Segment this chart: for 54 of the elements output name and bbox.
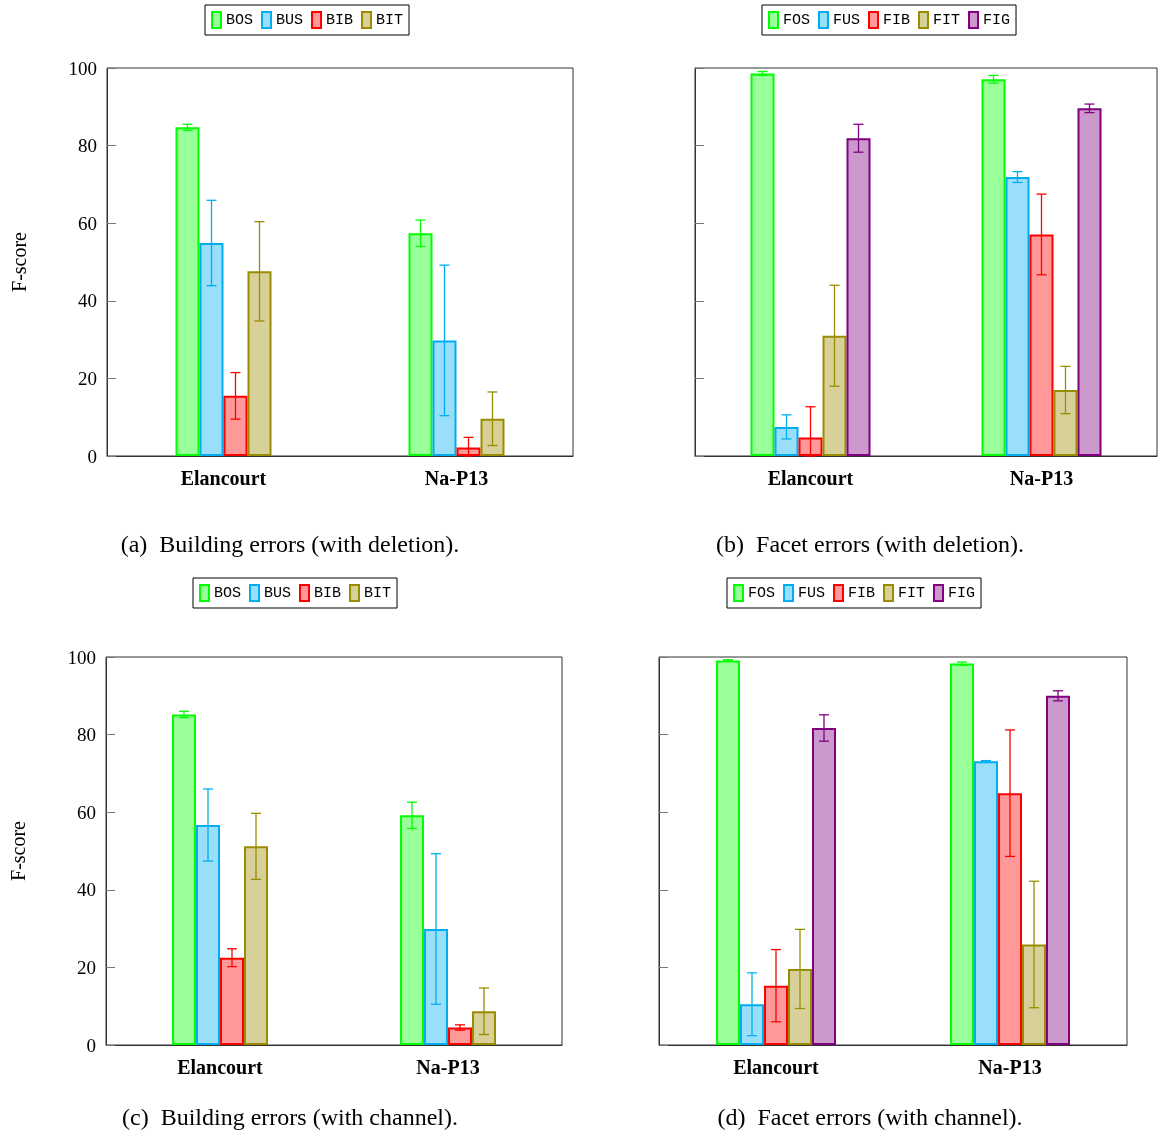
- y-axis-title: F-score: [7, 820, 29, 881]
- x-tick-label: Elancourt: [767, 467, 854, 489]
- legend-label: BIB: [326, 11, 354, 29]
- text: (d) Facet errors (with channel).: [717, 1104, 1023, 1130]
- legend-label: FOS: [783, 11, 811, 29]
- legend-label: FUS: [798, 584, 826, 602]
- x-tick-label: Na-P13: [416, 1056, 480, 1078]
- y-tick-label: 60: [77, 801, 96, 823]
- y-tick-label: 0: [87, 445, 97, 467]
- x-tick-label: Na-P13: [424, 467, 489, 489]
- x-tick-label: Elancourt: [177, 1056, 264, 1078]
- legend-label: BUS: [264, 584, 292, 602]
- x-tick-label: Elancourt: [180, 467, 267, 489]
- text: (b) Facet errors (with deletion).: [716, 531, 1024, 557]
- legend-label: FIT: [933, 11, 961, 29]
- bar: [950, 663, 974, 1045]
- y-tick-label: 80: [78, 135, 97, 157]
- y-tick-label: 20: [78, 367, 97, 389]
- legend-label: FIB: [883, 11, 911, 29]
- text: (a) Building errors (with deletion).: [120, 531, 460, 557]
- bar: [448, 1027, 472, 1045]
- legend-label: FUS: [833, 11, 861, 29]
- x-tick-label: Elancourt: [733, 1056, 820, 1078]
- legend-label: BUS: [276, 11, 304, 29]
- y-tick-label: 40: [78, 290, 97, 312]
- y-tick-label: 0: [86, 1034, 96, 1056]
- text: (c) Building errors (with channel).: [122, 1104, 458, 1130]
- legend-label: FIG: [948, 584, 976, 602]
- bar: [750, 73, 775, 456]
- legend-label: FIB: [848, 584, 876, 602]
- legend-label: FOS: [748, 584, 776, 602]
- y-tick-label: 60: [78, 212, 97, 234]
- legend-label: BIT: [376, 11, 404, 29]
- bar: [974, 761, 998, 1045]
- bar: [716, 660, 740, 1045]
- y-axis-title: F-score: [8, 231, 30, 292]
- bar: [981, 79, 1006, 456]
- y-tick-label: 20: [77, 956, 96, 978]
- x-tick-label: Na-P13: [1009, 467, 1074, 489]
- legend-label: BOS: [214, 584, 242, 602]
- legend-label: BIT: [364, 584, 392, 602]
- bar: [1077, 108, 1102, 456]
- bar: [1046, 695, 1070, 1045]
- y-tick-label: 80: [77, 724, 96, 746]
- legend-label: FIT: [898, 584, 926, 602]
- legend-label: BIB: [314, 584, 342, 602]
- bar: [175, 127, 200, 456]
- bar: [172, 714, 196, 1045]
- x-tick-label: Na-P13: [978, 1056, 1042, 1078]
- y-tick-label: 40: [77, 879, 96, 901]
- y-tick-label: 100: [67, 646, 96, 668]
- legend-label: BOS: [226, 11, 254, 29]
- y-tick-label: 100: [68, 57, 97, 79]
- legend-label: FIG: [983, 11, 1011, 29]
